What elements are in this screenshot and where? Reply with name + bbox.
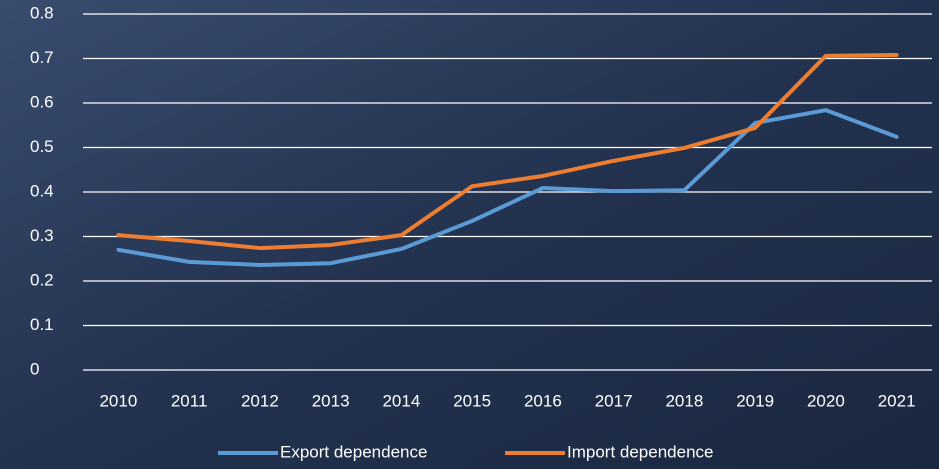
legend-label: Export dependence — [280, 442, 427, 461]
y-tick-label: 0.8 — [30, 3, 54, 22]
x-tick-label: 2012 — [241, 391, 279, 410]
y-tick-label: 0.5 — [30, 137, 54, 156]
x-tick-label: 2013 — [312, 391, 350, 410]
y-tick-label: 0.2 — [30, 270, 54, 289]
y-tick-label: 0.7 — [30, 48, 54, 67]
legend-label: Import dependence — [567, 442, 714, 461]
x-tick-label: 2017 — [595, 391, 633, 410]
x-tick-label: 2014 — [382, 391, 420, 410]
y-tick-label: 0.1 — [30, 315, 54, 334]
chart: 0 0.1 0.2 0.3 0.4 0.5 0.6 0.7 0.8 2010 2011 2012 201… — [0, 0, 939, 469]
y-tick-label: 0.3 — [30, 226, 54, 245]
x-tick-label: 2021 — [878, 391, 916, 410]
x-tick-label: 2018 — [665, 391, 703, 410]
y-tick-label: 0.6 — [30, 92, 54, 111]
y-tick-label: 0.4 — [30, 181, 54, 200]
x-tick-label: 2010 — [99, 391, 137, 410]
y-tick-label: 0 — [30, 359, 39, 378]
x-tick-label: 2020 — [807, 391, 845, 410]
x-tick-label: 2019 — [736, 391, 774, 410]
x-tick-label: 2015 — [453, 391, 491, 410]
x-tick-label: 2016 — [524, 391, 562, 410]
x-tick-label: 2011 — [171, 391, 208, 410]
